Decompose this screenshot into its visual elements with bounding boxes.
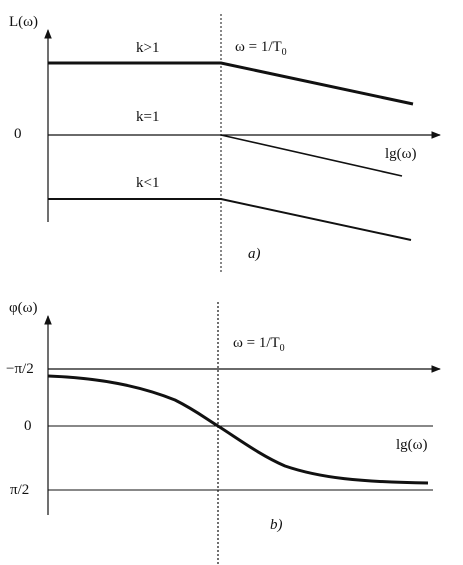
curve-k-equal-1 xyxy=(220,134,403,177)
top-x-axis-label: lg(ω) xyxy=(385,146,417,162)
panel-caption-a: a) xyxy=(248,246,261,262)
bottom-x-axis-label: lg(ω) xyxy=(396,437,428,453)
top-y-axis-label: L(ω) xyxy=(9,14,38,30)
label-k-equal-1: k=1 xyxy=(136,109,159,125)
tick-label-zero: 0 xyxy=(24,418,32,434)
label-k-less-1: k<1 xyxy=(136,175,159,191)
top-corner-label: ω = 1/T0 xyxy=(235,39,287,58)
bottom-corner-label: ω = 1/T0 xyxy=(233,335,285,354)
tick-label-pi-half: π/2 xyxy=(10,482,29,498)
magnitude-plot: L(ω) 0 lg(ω) ω = 1/T0 k>1 k=1 k<1 a) xyxy=(9,14,441,272)
top-origin-label: 0 xyxy=(14,126,22,142)
curve-k-greater-1 xyxy=(48,61,414,106)
bottom-y-axis-label: φ(ω) xyxy=(9,300,38,316)
panel-caption-b: b) xyxy=(270,517,283,533)
phase-plot: φ(ω) −π/2 0 π/2 lg(ω) ω = 1/T0 b) xyxy=(6,300,441,565)
curve-k-less-1 xyxy=(48,198,412,241)
phase-curve xyxy=(47,374,429,485)
label-k-greater-1: k>1 xyxy=(136,40,159,56)
tick-label-minus-pi-half: −π/2 xyxy=(6,361,34,377)
